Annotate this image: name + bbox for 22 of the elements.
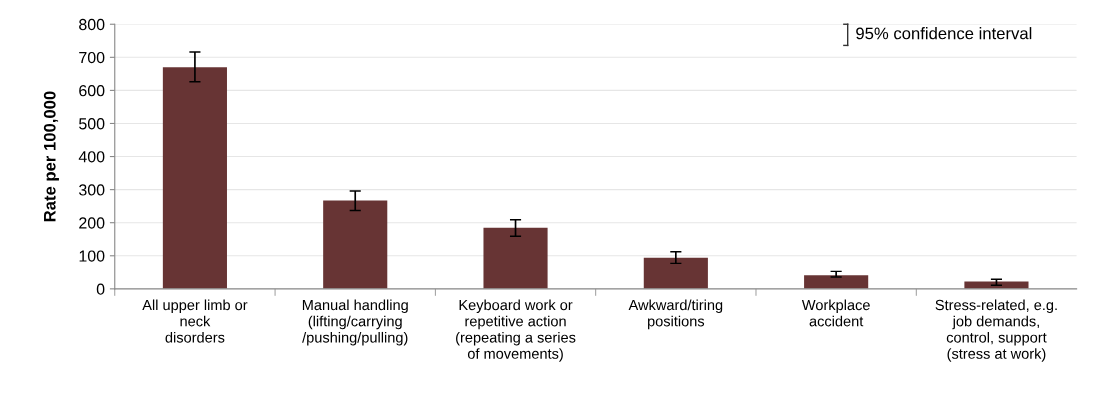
y-tick-label: 500 (79, 118, 105, 130)
y-tick-label: 800 (79, 18, 105, 31)
bar (483, 227, 548, 289)
annotation: 95% confidence interval (856, 27, 1032, 40)
bar (162, 67, 227, 289)
y-tick-label: 0 (96, 283, 105, 295)
y-tick-label: 400 (78, 151, 105, 163)
x-tick-label: All upper limb or neck disorders (142, 299, 248, 343)
bar (643, 257, 708, 289)
y-axis-title: Rate per 100,000 (43, 91, 59, 222)
bar (804, 275, 869, 289)
x-tick-label: Workplace accident (801, 299, 870, 327)
y-tick-label: 300 (79, 184, 105, 196)
y-tick-label: 600 (79, 85, 105, 97)
x-tick-label: Keyboard work or repetitive action (repeating a series of movements) (456, 299, 576, 362)
x-tick-label: Stress-related, e.g. job demands, control, support (stress at work) (935, 299, 1057, 362)
y-tick-label: 700 (79, 51, 105, 64)
y-tick-label: 200 (79, 217, 105, 229)
x-tick-label: Awkward/tiring positions (628, 299, 723, 330)
x-tick-label: Manual handling (lifting/carrying /pushing/pulling) (302, 299, 408, 346)
y-tick-label: 100 (79, 250, 105, 262)
bar (323, 200, 388, 289)
